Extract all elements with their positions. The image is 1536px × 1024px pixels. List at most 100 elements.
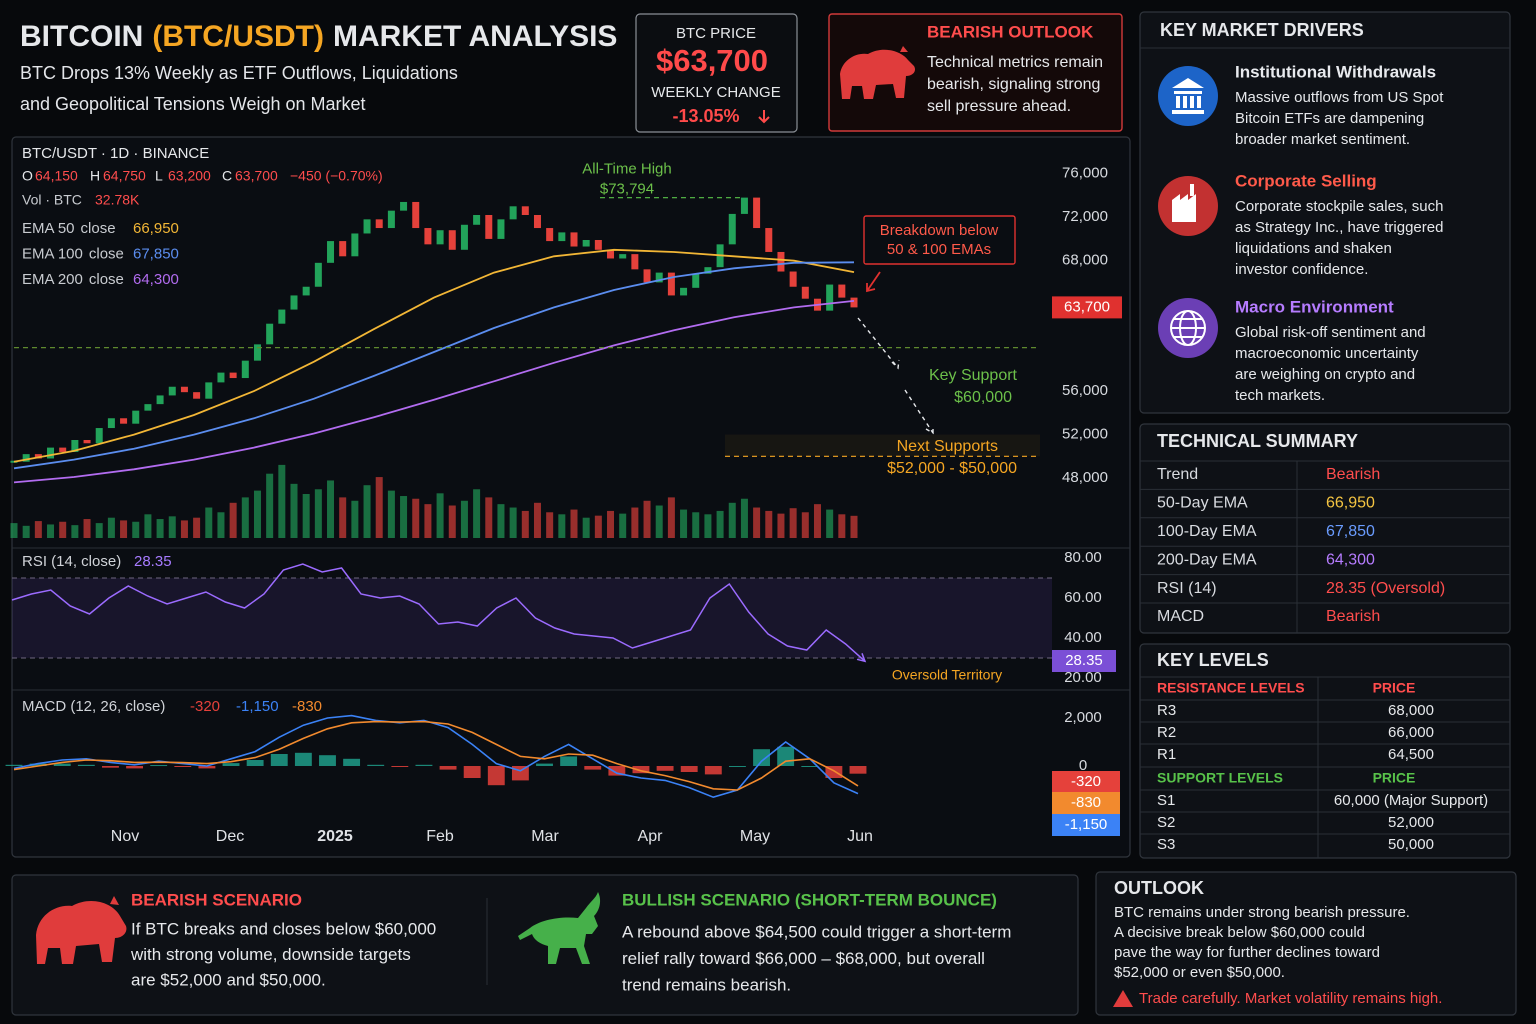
histogram-bar [415,764,433,766]
row-value: 28.35 (Oversold) [1326,580,1445,597]
histogram-bar [391,766,409,767]
candle [412,201,420,229]
ath-title: All-Time High [582,161,671,178]
volume-bar [753,507,761,538]
candle [765,228,773,252]
candle [448,230,456,250]
ema-line [13,300,855,484]
driver-title: Macro Environment [1235,297,1394,316]
y-tick-label: 0 [1079,757,1087,774]
histogram-bar [632,766,650,774]
text-line: Bitcoin ETFs are dampening [1235,110,1424,127]
candle [497,219,505,239]
row-label: 200-Day EMA [1157,551,1257,568]
weekly-change: -13.05% [672,106,739,126]
row-value: Bearish [1326,466,1380,483]
level-name: R2 [1157,724,1176,741]
histogram-bar [367,764,385,766]
candle [509,206,517,220]
volume-bar [339,497,347,538]
candle [607,249,615,259]
value-tag-label: 63,700 [1064,298,1110,315]
candle [655,272,663,283]
ema-line [13,248,855,463]
histogram-bar [343,758,361,766]
histogram-bar [319,755,336,766]
histogram-bar [728,766,746,767]
candle [594,240,602,250]
histogram-bar [294,752,312,766]
volume-bar [850,515,858,538]
candle [558,232,566,242]
level-header: SUPPORT LEVELS [1157,770,1283,786]
text-line: are weighing on crypto and [1235,366,1415,383]
row-label: RSI (14) [1157,580,1217,597]
candle [107,418,115,429]
histogram-bar [29,763,47,766]
volume-bar [424,504,432,538]
text-line: as Strategy Inc., have triggered [1235,219,1443,236]
candle [424,228,432,245]
macd-title: MACD (12, 26, close) [22,698,165,715]
text-line: macroeconomic uncertainty [1235,345,1419,362]
x-tick-label: Jun [847,828,873,845]
volume-bar [375,477,383,538]
row-value: 64,300 [1326,551,1375,568]
volume-bar [570,509,578,538]
volume-bar [826,509,834,538]
title: BITCOIN (BTC/USDT) MARKET ANALYSIS [20,20,617,53]
rsi-title: RSI (14, close) [22,553,121,570]
price-box [635,13,798,133]
volume-bar [594,515,602,538]
outlook-title: BEARISH OUTLOOK [927,22,1094,41]
ohlc-value: 64,150 [35,168,78,184]
candle [71,440,79,452]
candle [728,213,736,245]
candle [83,440,91,444]
candle [436,230,444,245]
price: $63,700 [656,43,768,78]
volume-bar [253,490,261,538]
volume-bar [363,485,371,538]
volume-bar [120,520,128,538]
ohlc-value: 63,700 [235,168,278,184]
legend-entry: EMA 100 close [22,245,124,262]
volume-bar [801,512,809,538]
volume-bar [59,521,67,538]
level-price: 68,000 [1388,702,1434,719]
volume-bar [643,500,651,538]
text-line: tech markets. [1235,387,1325,404]
bear-icon [840,46,916,99]
candle [704,267,712,274]
level-header: RESISTANCE LEVELS [1157,680,1305,696]
candle [460,224,468,250]
ohlc-key: H [90,168,100,184]
volume-bar [107,517,115,538]
text-line: BTC remains under strong bearish pressur… [1114,904,1410,921]
volume-bar [436,493,444,538]
volume-bar [728,502,736,538]
band [12,578,1052,658]
price-label: BTC PRICE [676,25,756,42]
candle [400,201,408,211]
level-name: S1 [1157,792,1175,809]
y-tick-label: 52,000 [1062,426,1108,443]
row-label: 100-Day EMA [1157,523,1257,540]
bear-icon [36,896,127,964]
histogram-bar [198,766,216,769]
rsi-annotation: Oversold Territory [892,667,1002,683]
text-line: $52,000 or even $50,000. [1114,964,1285,981]
ema-line [13,261,855,470]
y-tick-label: 80.00 [1064,549,1102,566]
x-tick-label: Apr [638,828,664,845]
x-tick-label: Feb [426,828,454,845]
value-tag [1052,296,1122,319]
level-price: 52,000 [1388,814,1434,831]
text-line: sell pressure ahead. [927,98,1071,115]
candle [302,286,310,296]
value-tag [1052,771,1120,793]
outlook-box [828,13,1123,132]
row-label: Trend [1157,466,1198,483]
candle [667,272,675,296]
histogram-bar [102,766,119,768]
